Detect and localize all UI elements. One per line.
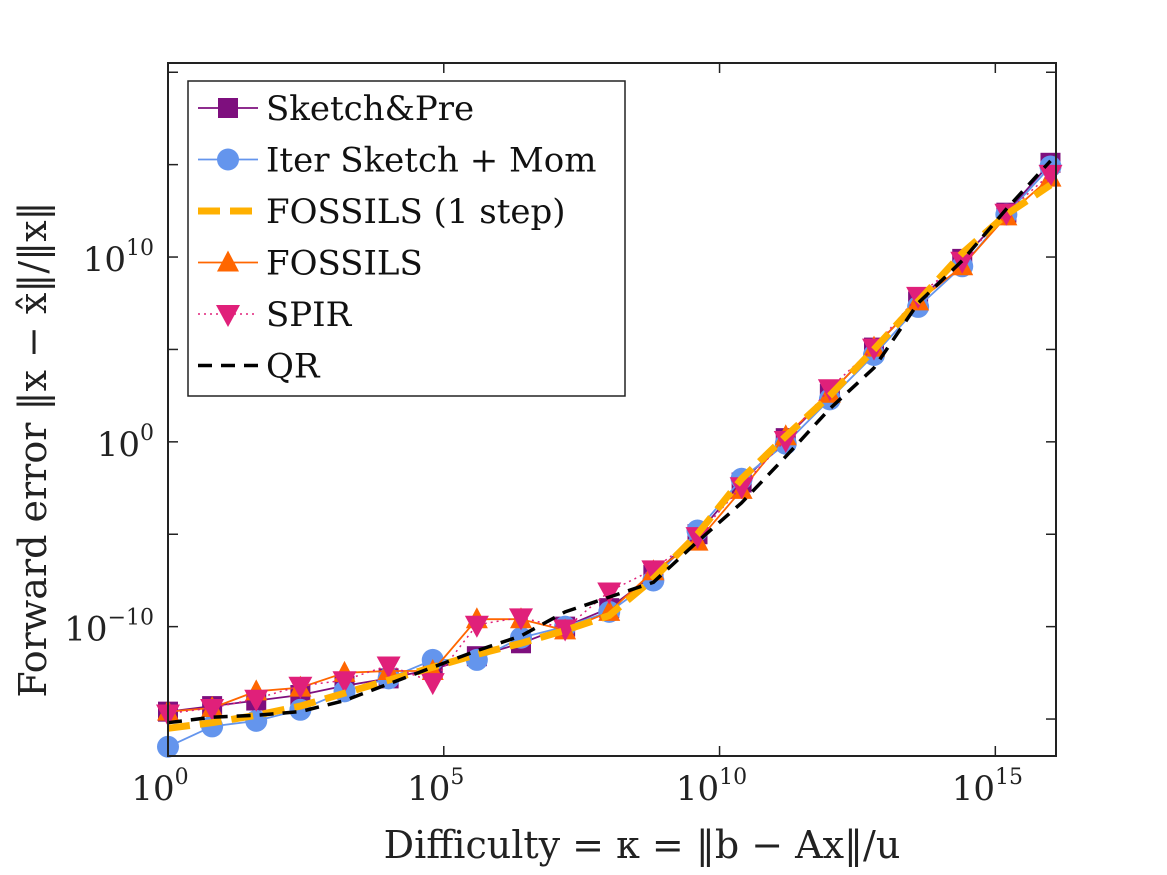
x-tick-label: 1015 xyxy=(952,765,1023,809)
legend-label: Iter Sketch + Mom xyxy=(266,141,597,181)
x-axis-label: Difficulty = κ = ‖b − Ax‖/u xyxy=(384,823,901,867)
legend-marker xyxy=(216,305,240,327)
series-qr xyxy=(167,159,1052,725)
legend-item-fossils: FOSSILS xyxy=(198,244,423,284)
data-point-spir xyxy=(376,656,401,679)
data-point-spir xyxy=(773,430,798,453)
data-point-spir xyxy=(641,560,666,583)
data-point-spir xyxy=(508,608,533,631)
legend-item-iter-sketch-mom: Iter Sketch + Mom xyxy=(198,141,597,181)
data-point-spir xyxy=(200,698,225,721)
plot-frame xyxy=(167,62,1057,757)
legend-marker xyxy=(217,148,239,171)
legend-label: FOSSILS xyxy=(266,244,423,284)
legend-marker xyxy=(217,250,239,272)
legend-item-fossils-1-step: FOSSILS (1 step) xyxy=(198,192,566,232)
legend-label: QR xyxy=(266,347,321,387)
data-point-spir xyxy=(685,527,710,550)
series-line-qr xyxy=(167,159,1052,725)
y-tick-label: 100 xyxy=(97,421,154,465)
x-tick-label: 100 xyxy=(131,765,188,809)
data-point-spir xyxy=(464,615,489,638)
legend-item-sketch-pre: Sketch&Pre xyxy=(198,89,474,129)
x-tick-label: 1010 xyxy=(676,765,747,809)
legend-box xyxy=(187,80,626,397)
legend-label: FOSSILS (1 step) xyxy=(266,192,566,232)
axis-labels: Difficulty = κ = ‖b − Ax‖/u Forward erro… xyxy=(11,201,900,867)
data-point-spir xyxy=(244,689,269,712)
legend-marker xyxy=(218,98,238,118)
y-axis-label: Forward error ‖x − x̂‖/‖x‖ xyxy=(11,201,55,697)
axes-ticks: 100 105 1010 1015 10−10 100 1010 xyxy=(64,63,1056,809)
legend-label: Sketch&Pre xyxy=(266,89,474,129)
y-tick-label: 1010 xyxy=(83,236,154,280)
data-point-spir xyxy=(597,582,622,605)
data-point-spir xyxy=(420,673,445,696)
y-tick-label: 10−10 xyxy=(64,606,154,650)
legend-label: SPIR xyxy=(266,295,353,335)
legend-item-qr: QR xyxy=(198,347,321,387)
legend-item-spir: SPIR xyxy=(198,295,353,335)
series-line-fossils-1-step xyxy=(167,182,1053,732)
x-tick-label: 105 xyxy=(407,765,464,809)
data-point-spir xyxy=(288,676,313,699)
series-fossils-1-step xyxy=(167,182,1053,732)
data-point-spir xyxy=(332,671,357,694)
legend: Sketch&Pre Iter Sketch + Mom FOSSILS (1 st… xyxy=(187,80,626,397)
